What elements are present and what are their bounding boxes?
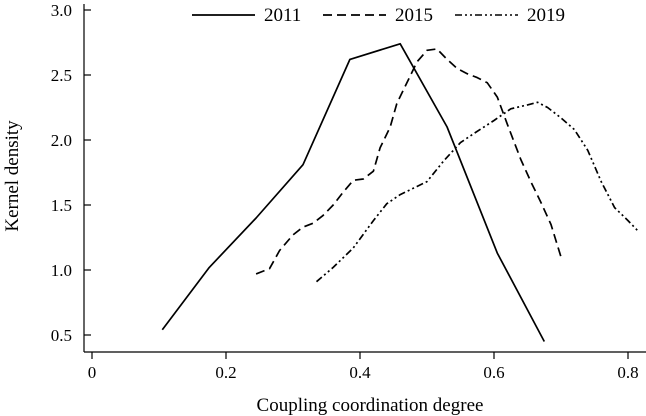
x-tick-label: 0.4 [349, 363, 371, 382]
y-tick-label: 2.0 [51, 131, 72, 150]
legend: 2011 2015 2019 [192, 5, 565, 26]
y-tick-label: 0.5 [51, 326, 72, 345]
y-axis-title: Kernel density [2, 120, 23, 232]
series-layer [161, 42, 639, 342]
x-tick-label: 0.8 [617, 363, 638, 382]
y-tick-label: 1.0 [51, 261, 72, 280]
y-tick-label: 2.5 [51, 66, 72, 85]
x-tick-label: 0.2 [215, 363, 236, 382]
x-tick-label: 0.6 [483, 363, 504, 382]
series-line-2015 [255, 48, 562, 275]
series-line-2019 [315, 101, 639, 283]
legend-label-2019: 2019 [527, 5, 565, 26]
axes: 0 0.2 0.4 0.6 0.8 0.5 1.0 1.5 2.0 2.5 3.0 [51, 1, 646, 382]
x-tick-label: 0 [88, 363, 97, 382]
x-axis-title: Coupling coordination degree [257, 395, 484, 416]
y-tick-label: 3.0 [51, 1, 72, 20]
series-line-2011 [161, 42, 546, 342]
y-tick-label: 1.5 [51, 196, 72, 215]
legend-label-2011: 2011 [264, 5, 301, 26]
legend-label-2015: 2015 [395, 5, 433, 26]
